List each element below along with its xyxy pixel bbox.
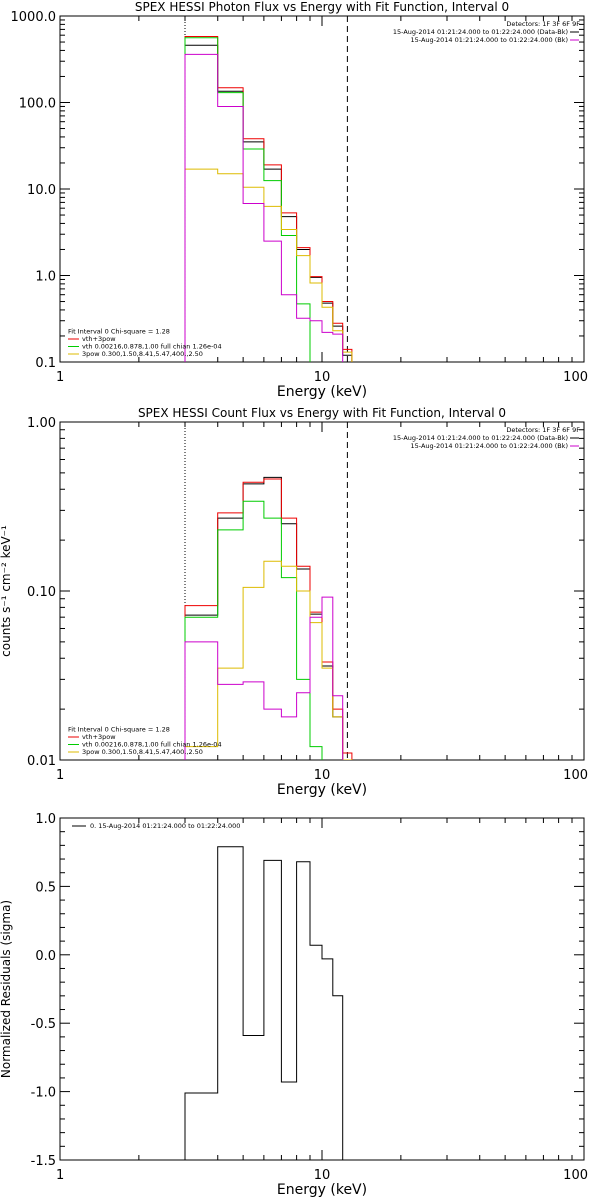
y-tick-label: -0.5 xyxy=(31,1017,56,1032)
series-line-5 xyxy=(184,53,344,362)
y-tick-label: 0.10 xyxy=(27,585,56,600)
x-tick-label: 10 xyxy=(314,370,331,385)
data-series-group xyxy=(184,36,353,362)
legend-entry: 0. 15-Aug-2014 01:21:24.000 to 01:22:24.… xyxy=(90,822,240,830)
y-tick-label: 1.0 xyxy=(35,270,56,285)
y-tick-label: 1.00 xyxy=(27,416,56,431)
fit-legend-entry: Fit Interval 0 Chi-square = 1.28 xyxy=(68,726,170,734)
y-tick-label: 1000.0 xyxy=(11,10,57,25)
x-tick-label: 100 xyxy=(563,1168,588,1183)
chart-panel-1: SPEX HESSI Photon Flux vs Energy with Fi… xyxy=(11,0,589,400)
chart-title: SPEX HESSI Count Flux vs Energy with Fit… xyxy=(138,406,506,420)
x-tick-label: 10 xyxy=(314,1168,331,1183)
plot-frame xyxy=(59,15,585,363)
x-tick-label: 100 xyxy=(563,370,588,385)
fit-legend-entry: 3pow 0.300,1.50,8.41,5.47,400.,2.50 xyxy=(82,350,203,358)
y-tick-label: 1.0 xyxy=(35,812,56,827)
fit-legend-entry: vth+3pow xyxy=(82,733,116,741)
y-tick-label: 0.0 xyxy=(35,949,56,964)
chart-panel-3: 1 10 100 -1.5 -1.0 -0.5 0.0 0.5 1.0 Energy (keV) N… xyxy=(0,812,588,1198)
x-tick-label: 100 xyxy=(563,768,588,783)
y-tick-label: 100.0 xyxy=(19,97,56,112)
legend-entry: 15-Aug-2014 01:21:24.000 to 01:22:24.000… xyxy=(393,28,568,36)
series-line-4 xyxy=(184,168,353,362)
y-tick-label: 0.5 xyxy=(35,880,56,895)
series-line-3 xyxy=(184,37,311,362)
legend-entry: 15-Aug-2014 01:21:24.000 to 01:22:24.000… xyxy=(393,434,568,442)
fit-legend-entry: Fit Interval 0 Chi-square = 1.28 xyxy=(68,328,170,336)
plot-frame xyxy=(59,421,585,761)
x-tick-label: 1 xyxy=(56,1168,64,1183)
series-line-2 xyxy=(184,478,353,760)
data-series-group xyxy=(184,846,344,1160)
fit-legend-entry: vth+3pow xyxy=(82,335,116,343)
fit-legend-entry: vth 0.00216,0.878,1.00 full chian 1.26e-… xyxy=(82,343,222,351)
legend-entry: Detectors: 1F 3F 6F 9F xyxy=(506,426,580,434)
x-tick-label: 1 xyxy=(56,768,64,783)
data-series-group xyxy=(184,476,353,760)
series-line-4 xyxy=(184,560,353,760)
fit-legend-entry: vth 0.00216,0.878,1.00 full chian 1.26e-… xyxy=(82,741,222,749)
y-tick-label: -1.5 xyxy=(31,1154,56,1169)
chart-panel-2: SPEX HESSI Count Flux vs Energy with Fit… xyxy=(0,406,588,798)
x-tick-label: 1 xyxy=(56,370,64,385)
series-line-1 xyxy=(184,44,353,362)
x-axis-label: Energy (keV) xyxy=(277,1182,367,1198)
plot-frame xyxy=(59,817,585,1161)
fit-legend-entry: 3pow 0.300,1.50,8.41,5.47,400.,2.50 xyxy=(82,748,203,756)
series-line-1 xyxy=(184,476,353,760)
series-line-5 xyxy=(184,596,344,760)
y-tick-label: -1.0 xyxy=(31,1086,56,1101)
legend-entry: 15-Aug-2014 01:21:24.000 to 01:22:24.000… xyxy=(411,36,568,44)
series-line-1 xyxy=(184,846,344,1160)
x-axis-label: Energy (keV) xyxy=(277,384,367,400)
y-axis-label: counts s⁻¹ cm⁻² keV⁻¹ xyxy=(0,525,13,657)
legend-entry: 15-Aug-2014 01:21:24.000 to 01:22:24.000… xyxy=(411,442,568,450)
y-tick-label: 0.01 xyxy=(27,754,56,769)
legend-entry: Detectors: 1F 3F 6F 9F xyxy=(506,20,580,28)
series-line-3 xyxy=(184,500,323,760)
series-line-2 xyxy=(184,36,353,362)
y-tick-label: 0.1 xyxy=(35,356,56,371)
y-tick-label: 10.0 xyxy=(27,183,56,198)
x-tick-label: 10 xyxy=(314,768,331,783)
x-axis-label: Energy (keV) xyxy=(277,782,367,798)
chart-title: SPEX HESSI Photon Flux vs Energy with Fi… xyxy=(135,0,509,14)
y-axis-label: Normalized Residuals (sigma) xyxy=(0,900,13,1078)
